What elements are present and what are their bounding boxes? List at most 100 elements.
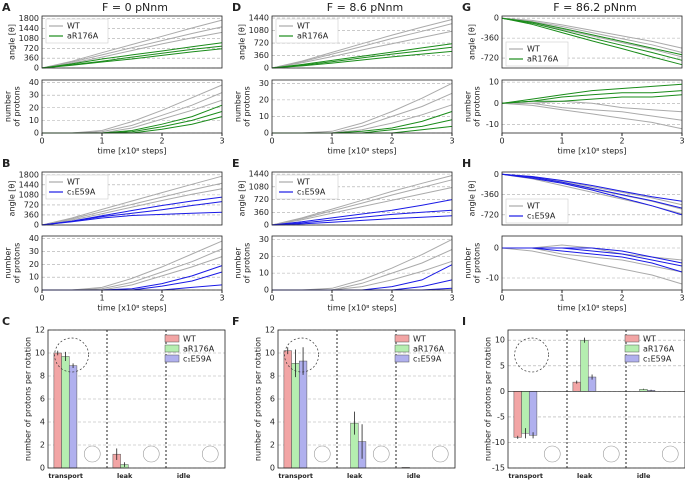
legend-swatch — [624, 334, 640, 343]
plot-frame — [41, 15, 223, 69]
trace — [501, 17, 683, 56]
y-axis-label: of protons — [13, 86, 22, 127]
x-tick-label: 0 — [39, 294, 44, 303]
y-tick-label: 1440 — [19, 24, 39, 33]
y-tick-label: 0 — [494, 170, 499, 179]
y-tick-label: 0 — [264, 221, 269, 230]
trace — [271, 209, 453, 226]
legend-box — [45, 18, 109, 44]
trace — [271, 215, 453, 226]
y-tick-label: 40 — [29, 234, 39, 243]
y-tick-label: 720 — [24, 200, 39, 209]
y-tick-label: 1080 — [249, 182, 269, 191]
y-tick-label: 4 — [40, 418, 45, 427]
x-tick-label: 3 — [449, 294, 454, 303]
trace — [41, 182, 223, 226]
y-tick-label: 720 — [254, 195, 269, 204]
x-tick-label: 0 — [269, 137, 274, 146]
trace — [501, 17, 683, 49]
trace — [41, 19, 223, 69]
plot-frame — [271, 15, 453, 69]
y-tick-label: 10 — [29, 273, 39, 282]
plot-frame — [47, 329, 226, 469]
trace — [502, 102, 683, 121]
legend-label: c₁E59A — [527, 212, 556, 221]
y-tick-label: 10 — [259, 269, 269, 278]
rotor-icon — [431, 445, 449, 463]
y-tick-label: 1080 — [249, 26, 269, 35]
y-tick-label: 1800 — [19, 14, 39, 23]
legend-label: WT — [527, 202, 540, 211]
trace — [501, 247, 683, 285]
panel-letter: F — [232, 315, 240, 328]
y-tick-label: 12 — [35, 326, 45, 335]
category-label: transport — [508, 472, 543, 480]
trace — [41, 45, 223, 69]
trace — [501, 173, 683, 202]
y-tick-label: 0 — [264, 64, 269, 73]
rotor-icon — [313, 445, 331, 463]
panel-letter: A — [2, 1, 11, 14]
y-axis-label: number — [4, 247, 13, 279]
rotor-icon — [514, 337, 549, 373]
rotor-icon — [201, 445, 219, 463]
y-axis-label: angle [θ] — [8, 24, 17, 60]
x-axis-label: time [x10⁸ steps] — [558, 147, 627, 156]
x-tick-label: 1 — [99, 137, 104, 146]
legend-swatch — [164, 334, 180, 343]
bar — [68, 365, 78, 469]
legend-box — [505, 41, 569, 67]
y-tick-label: 6 — [40, 395, 45, 404]
legend-label: WT — [67, 22, 80, 31]
legend-swatch — [164, 344, 180, 353]
y-tick-label: 360 — [254, 51, 269, 60]
bar — [528, 391, 538, 436]
trace — [271, 30, 453, 69]
plot-frame — [507, 329, 685, 469]
trace — [42, 265, 223, 291]
legend-swatch — [624, 354, 640, 363]
x-tick-label: 2 — [619, 137, 624, 146]
y-axis-label: angle [θ] — [8, 181, 17, 217]
legend-label: aR176A — [67, 32, 99, 41]
panel-letter: G — [462, 1, 471, 14]
y-tick-label: 10 — [495, 336, 505, 345]
legend-swatch — [164, 354, 180, 363]
trace — [272, 92, 453, 134]
trace — [271, 175, 453, 226]
legend-label: c₁E59A — [183, 355, 212, 364]
trace — [42, 248, 223, 291]
category-label: idle — [177, 472, 191, 480]
trace — [271, 43, 453, 69]
y-tick-label: 0 — [40, 464, 45, 473]
y-axis-label: of protons — [473, 243, 482, 284]
y-tick-label: -5 — [497, 412, 505, 421]
rotor-icon — [372, 445, 390, 463]
bar — [513, 391, 522, 438]
x-axis-label: time [x10⁸ steps] — [98, 304, 167, 313]
y-tick-label: -720 — [481, 210, 499, 219]
trace — [501, 173, 683, 209]
legend-label: c₁E59A — [643, 355, 672, 364]
trace — [272, 238, 453, 291]
column-title: F = 0 pNnm — [102, 1, 168, 14]
category-label: leak — [347, 472, 363, 480]
plot-frame — [41, 79, 223, 134]
y-tick-label: 6 — [270, 395, 275, 404]
y-tick-label: 0 — [500, 387, 505, 396]
category-label: transport — [48, 472, 83, 480]
y-tick-label: -15 — [492, 464, 505, 473]
y-tick-label: 10 — [489, 78, 499, 87]
rotor-icon — [661, 445, 679, 463]
y-tick-label: 12 — [265, 326, 275, 335]
x-axis-label: time [x10⁸ steps] — [98, 147, 167, 156]
trace — [271, 23, 453, 69]
trace — [501, 173, 683, 216]
rotor-icon — [284, 337, 319, 373]
trace — [272, 279, 453, 291]
y-axis-label: number — [234, 247, 243, 279]
x-tick-label: 2 — [619, 294, 624, 303]
x-tick-label: 1 — [559, 294, 564, 303]
y-axis-label: number — [4, 90, 13, 122]
trace — [502, 100, 683, 113]
